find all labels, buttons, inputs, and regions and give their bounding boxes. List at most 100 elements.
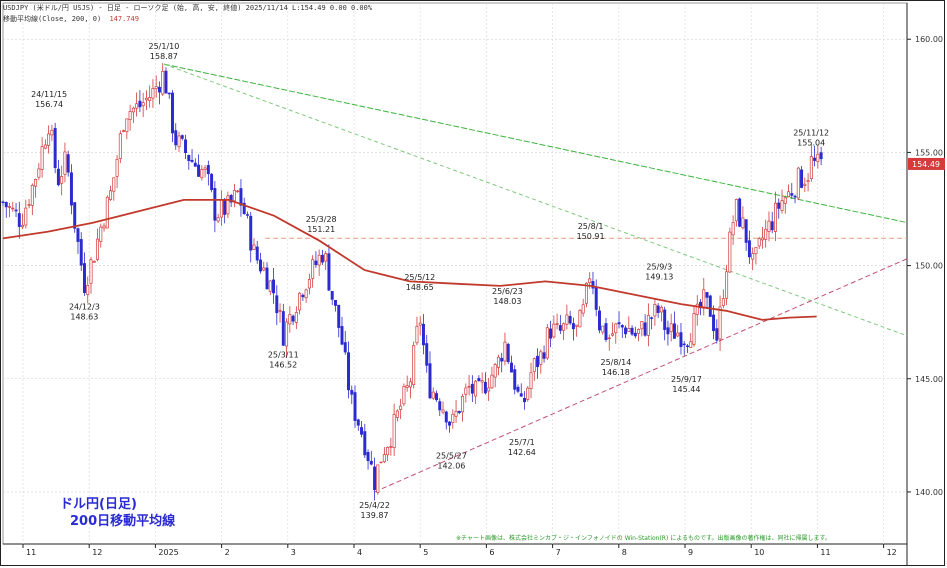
- candle-body: [435, 393, 438, 401]
- candle-body: [262, 267, 266, 271]
- x-tick-label: 2025: [158, 548, 178, 557]
- candle-body: [480, 380, 484, 383]
- candle-body: [669, 323, 673, 333]
- candle-body: [571, 323, 575, 330]
- candle-body: [157, 86, 161, 93]
- candle-body: [245, 214, 249, 216]
- candle-body: [731, 222, 735, 236]
- candle-body: [754, 247, 758, 255]
- copyright-notice: ※チャート画像は、株式会社ミンカブ・ジ・インフォノイドの Win-Station…: [456, 535, 831, 542]
- chart-header-line2: 移動平均線(Close, 200, 0) 147.749: [3, 14, 139, 24]
- candle-body: [767, 220, 771, 232]
- candle-body: [236, 190, 240, 193]
- candle-body: [63, 151, 67, 175]
- candle-body: [294, 312, 298, 323]
- candle-body: [301, 294, 305, 298]
- candle-body: [516, 386, 520, 392]
- candle-body: [353, 392, 357, 421]
- candle-body: [151, 88, 155, 99]
- candle-body: [317, 254, 321, 266]
- candle-body: [112, 177, 116, 192]
- candle-body: [278, 310, 282, 312]
- candle-body: [376, 464, 380, 493]
- candle-body: [764, 228, 768, 240]
- annotation-date: 25/8/14: [600, 358, 631, 367]
- annotation-value: 155.04: [797, 138, 825, 147]
- candle-body: [695, 303, 699, 315]
- candle-body: [428, 363, 432, 399]
- candle-body: [624, 327, 628, 335]
- candle-body: [34, 179, 38, 187]
- candle-body: [373, 466, 377, 490]
- candle-body: [712, 314, 716, 332]
- candle-body: [597, 310, 601, 331]
- candle-body: [630, 327, 634, 335]
- candle-body: [17, 213, 21, 227]
- candle-body: [545, 327, 549, 359]
- candle-body: [656, 305, 660, 313]
- annotation-value: 142.64: [508, 448, 536, 457]
- candle-body: [47, 133, 51, 146]
- annotation-value: 142.06: [437, 461, 465, 470]
- candle-body: [620, 325, 624, 328]
- y-tick-label: 155.00: [915, 148, 943, 157]
- candle-body: [803, 183, 807, 186]
- annotation-date: 25/4/22: [359, 501, 390, 510]
- candle-body: [281, 311, 285, 346]
- candle-body: [513, 369, 517, 390]
- candle-body: [539, 351, 543, 365]
- candle-body: [806, 180, 810, 183]
- y-tick-label: 145.00: [915, 375, 943, 384]
- x-tick-label: 7: [556, 548, 561, 557]
- annotation-date: 25/5/27: [436, 451, 467, 460]
- candle-body: [715, 328, 719, 341]
- candle-body: [575, 324, 579, 327]
- candle-body: [324, 253, 328, 262]
- candle-body: [734, 199, 738, 222]
- candle-body: [757, 238, 761, 247]
- candle-body: [663, 309, 667, 330]
- candle-body: [206, 165, 210, 175]
- candle-body: [568, 316, 572, 324]
- candle-body: [448, 421, 452, 426]
- candle-body: [154, 86, 158, 90]
- x-tick-label: 6: [489, 548, 494, 557]
- candle-body: [666, 327, 670, 335]
- candle-body: [659, 306, 663, 313]
- annotation-value: 150.91: [577, 232, 605, 241]
- candle-body: [288, 314, 292, 325]
- candle-body: [148, 97, 152, 101]
- candle-body: [415, 325, 419, 344]
- candle-body: [454, 410, 458, 417]
- candle-body: [793, 195, 797, 198]
- candle-body: [584, 283, 588, 304]
- annotation-date: 25/9/3: [646, 262, 672, 271]
- candle-body: [819, 152, 823, 160]
- candle-body: [614, 323, 618, 334]
- candle-body: [679, 332, 683, 347]
- annotation-date: 25/1/10: [148, 42, 179, 51]
- candle-body: [392, 414, 396, 448]
- annotation-value: 146.52: [269, 360, 297, 369]
- candle-body: [43, 144, 47, 149]
- candle-body: [496, 356, 500, 368]
- candle-body: [197, 164, 201, 177]
- candle-body: [285, 321, 289, 347]
- candle-body: [500, 357, 504, 362]
- candle-body: [122, 130, 126, 132]
- candle-body: [682, 343, 686, 346]
- candle-body: [105, 196, 109, 229]
- candle-body: [347, 352, 350, 391]
- candle-body: [477, 378, 481, 382]
- candle-body: [11, 207, 15, 210]
- candle-body: [389, 446, 393, 448]
- candle-body: [60, 176, 64, 184]
- candle-body: [327, 253, 331, 291]
- candle-body: [203, 167, 207, 170]
- candle-body: [73, 202, 77, 229]
- support-trendline: [374, 258, 908, 493]
- candle-body: [493, 364, 497, 378]
- candle-body: [219, 199, 223, 218]
- candle-body: [523, 398, 526, 403]
